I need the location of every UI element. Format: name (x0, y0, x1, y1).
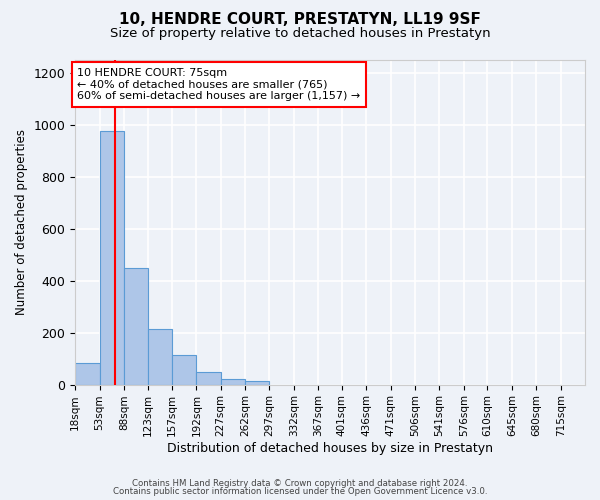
Text: Contains public sector information licensed under the Open Government Licence v3: Contains public sector information licen… (113, 487, 487, 496)
Text: Size of property relative to detached houses in Prestatyn: Size of property relative to detached ho… (110, 28, 490, 40)
Bar (245, 380, 269, 384)
Bar (124, 268, 148, 384)
Bar (75, 362, 100, 384)
Bar (221, 380, 245, 384)
Text: Contains HM Land Registry data © Crown copyright and database right 2024.: Contains HM Land Registry data © Crown c… (132, 478, 468, 488)
Bar (172, 354, 196, 384)
X-axis label: Distribution of detached houses by size in Prestatyn: Distribution of detached houses by size … (167, 442, 493, 455)
Text: 10 HENDRE COURT: 75sqm
← 40% of detached houses are smaller (765)
60% of semi-de: 10 HENDRE COURT: 75sqm ← 40% of detached… (77, 68, 361, 101)
Y-axis label: Number of detached properties: Number of detached properties (15, 130, 28, 316)
Text: 10, HENDRE COURT, PRESTATYN, LL19 9SF: 10, HENDRE COURT, PRESTATYN, LL19 9SF (119, 12, 481, 28)
Bar (148, 329, 172, 384)
Bar (196, 372, 221, 384)
Bar (100, 132, 124, 384)
